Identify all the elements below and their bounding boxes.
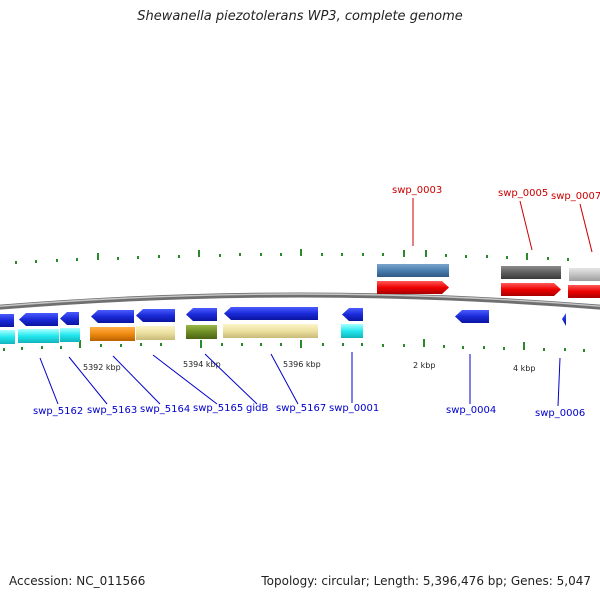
top-leader-lines	[412, 198, 593, 253]
accession-text: Accession: NC_011566	[9, 574, 146, 588]
scale-label-4kbp: 4 kbp	[513, 364, 535, 373]
gene-arrow-swp-0001[interactable]	[342, 308, 363, 321]
map-title: Shewanella piezotolerans WP3, complete g…	[137, 9, 463, 24]
label-swp-0001[interactable]: swp_0001	[329, 403, 379, 414]
gene-arrow-swp-5167[interactable]	[224, 307, 318, 320]
gene-box-swp-0003-a[interactable]	[377, 264, 449, 277]
lower-strand-boxes	[0, 324, 363, 344]
gene-arrow-swp-0006[interactable]	[562, 313, 566, 326]
genome-summary-text: Topology: circular; Length: 5,396,476 bp…	[261, 574, 591, 588]
gene-box-gidB[interactable]	[186, 325, 217, 339]
label-swp-5163[interactable]: swp_5163	[87, 405, 137, 416]
label-swp-0007[interactable]: swp_0007	[551, 191, 600, 202]
label-swp-0005[interactable]: swp_0005	[498, 188, 548, 199]
gene-box-swp-0001[interactable]	[341, 324, 363, 338]
gene-arrow-swp-5162[interactable]	[19, 313, 58, 326]
genome-backbone	[0, 292, 600, 310]
scale-label-5392: 5392 kbp	[83, 363, 121, 372]
scale-label-5394: 5394 kbp	[183, 360, 221, 369]
gene-box-swp-0007-a[interactable]	[569, 268, 600, 281]
gene-arrow-swp-0003[interactable]	[377, 281, 449, 294]
gene-arrow-gidB[interactable]	[186, 308, 217, 321]
scale-label-2kbp: 2 kbp	[413, 361, 435, 370]
lower-tick-marks	[3, 339, 585, 352]
gene-arrow-swp-0004[interactable]	[455, 310, 489, 323]
gene-box-swp-5167[interactable]	[223, 324, 318, 338]
gene-arrow-swp-5164[interactable]	[91, 310, 134, 323]
bottom-leader-lines	[39, 352, 561, 407]
label-gidB[interactable]: gidB	[246, 403, 268, 414]
gene-box-swp-0005-a[interactable]	[501, 266, 561, 279]
gene-arrow-swp-0005[interactable]	[501, 283, 561, 296]
label-swp-5165[interactable]: swp_5165	[193, 403, 243, 414]
upper-tick-marks	[15, 249, 569, 264]
gene-arrow-swp-5165[interactable]	[136, 309, 175, 322]
label-swp-0004[interactable]: swp_0004	[446, 405, 496, 416]
lower-strand-arrows	[0, 307, 566, 327]
label-swp-5162[interactable]: swp_5162	[33, 406, 83, 417]
gene-box-swp-5165[interactable]	[136, 326, 175, 340]
label-swp-5164[interactable]: swp_5164	[140, 404, 190, 415]
gene-box-swp-5164[interactable]	[90, 327, 135, 341]
label-swp-0006[interactable]: swp_0006	[535, 408, 585, 419]
gene-box-left-edge[interactable]	[0, 330, 15, 344]
label-swp-0003[interactable]: swp_0003	[392, 185, 442, 196]
gene-box-swp-5163[interactable]	[60, 328, 80, 342]
gene-arrow-swp-0007[interactable]	[568, 285, 600, 298]
gene-arrow-swp-5163[interactable]	[60, 312, 79, 325]
label-swp-5167[interactable]: swp_5167	[276, 403, 326, 414]
scale-label-5396: 5396 kbp	[283, 360, 321, 369]
gene-box-swp-5162[interactable]	[18, 329, 59, 343]
